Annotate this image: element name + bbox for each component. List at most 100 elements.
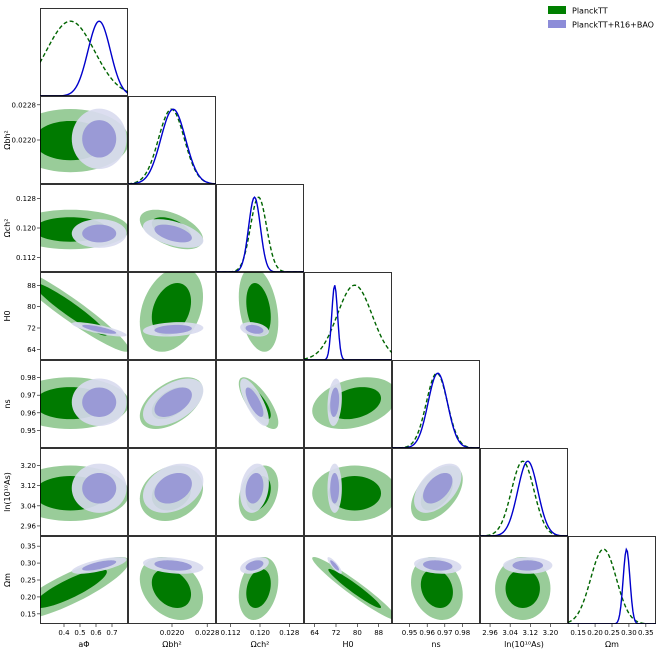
x-tick-label: 0.7 [106,629,117,637]
panel-content [238,463,279,521]
x-tick-label: 0.20 [587,629,603,637]
y-tick-label: 0.25 [20,577,36,585]
x-tick-label: 0.95 [402,629,418,637]
y-tick-label: 0.98 [20,374,36,382]
panel-a_phi-a_phi [40,8,128,96]
y-tick-label: 0.128 [16,195,36,203]
panel-frame [128,360,216,448]
panel-frame [304,448,392,536]
y-tick-label: 3.20 [20,462,36,470]
panel-frame [40,96,128,184]
panel-ln10As-omega_b [128,448,216,536]
panel-content [40,277,128,352]
marginal-plancktt-ln10As [480,460,568,536]
panel-content [411,556,463,620]
contour-68-plancktt-r16-bao [245,324,264,334]
panel-content [312,556,392,620]
contour-68-plancktt-r16-bao [82,387,117,417]
x-tick-label: 0.6 [90,629,102,637]
x-tick-label: 0.112 [221,629,241,637]
panel-content [40,209,128,250]
panel-omega_c-a_phi: 0.112 0.120 0.128 Ωch² [3,184,128,272]
panel-content [139,377,204,429]
panel-content [128,108,216,184]
marginal-plancktt-omega_c [216,196,304,272]
x-axis-label-ln10As: ln(10¹⁰As) [504,640,544,649]
panel-frame [128,272,216,360]
y-tick-label: 88 [27,282,36,290]
panel-frame [216,448,304,536]
panel-content [392,372,480,448]
panel-content [139,272,204,352]
panel-H0-omega_c [216,272,304,360]
panel-frame [40,536,128,624]
panel-n_s-omega_b [128,360,216,448]
contour-68-plancktt-r16-bao [154,472,192,504]
y-tick-label: 3.04 [20,502,36,510]
marginal-plancktt-r16-bao-a_phi [40,20,128,96]
x-tick-label: 0.97 [437,629,453,637]
x-tick-label: 64 [310,629,319,637]
marginal-plancktt-H0 [304,284,392,360]
y-axis-label-H0: H0 [3,310,12,321]
panel-ln10As-H0 [304,448,392,536]
y-tick-label: 2.96 [20,522,36,530]
contour-68-plancktt [151,568,192,609]
panel-content [139,209,204,250]
contour-68-plancktt-r16-bao [154,324,192,334]
contour-68-plancktt [246,568,271,609]
legend-label-0: PlanckTT [572,7,608,16]
x-axis-label-H0: H0 [342,640,353,649]
y-axis-label-omega_b: Ωbh² [3,130,12,149]
panel-frame [40,272,128,360]
panel-frame [128,96,216,184]
marginal-plancktt-n_s [392,372,480,448]
panel-omega_b-a_phi: 0.0220 0.0228 Ωbh² [3,96,128,184]
x-tick-label: 72 [332,629,341,637]
panel-content [495,556,553,620]
panel-content [40,108,128,173]
contour-68-plancktt-r16-bao [154,560,192,571]
contour-68-plancktt-r16-bao [245,560,264,571]
y-tick-label: 0.97 [20,392,36,400]
panel-frame [304,272,392,360]
x-tick-label: 3.20 [543,629,559,637]
contour-68-plancktt-r16-bao [154,387,192,417]
panel-content [216,196,304,272]
x-tick-label: 3.04 [502,629,518,637]
x-tick-label: 0.5 [74,629,85,637]
contour-68-plancktt-r16-bao [82,472,117,504]
panel-Omega_m-omega_b: 0.0220 0.0228 Ωbh² [128,536,219,649]
panel-n_s-a_phi: 0.95 0.96 0.97 0.98 ns [3,360,128,448]
panel-frame [216,360,304,448]
y-tick-label: 3.12 [20,482,36,490]
y-tick-label: 0.30 [20,560,36,568]
x-axis-label-omega_b: Ωbh² [162,640,181,649]
marginal-plancktt-r16-bao-omega_c [216,196,304,272]
panel-content [411,463,463,521]
panel-frame [128,184,216,272]
panel-Omega_m-omega_c: 0.112 0.120 0.128 Ωch² [216,536,304,649]
panel-content [139,556,204,620]
contour-68-plancktt [505,568,540,609]
contour-68-plancktt-r16-bao [423,472,453,504]
contour-68-plancktt-r16-bao [512,560,544,571]
contour-68-plancktt-r16-bao [245,387,264,417]
x-tick-label: 88 [374,629,383,637]
marginal-plancktt-r16-bao-n_s [392,372,480,448]
legend: PlanckTT PlanckTT+R16+BAO [548,6,654,30]
y-tick-label: 0.120 [16,225,36,233]
panel-Omega_m-n_s: 0.95 0.96 0.97 0.98 ns [392,536,480,649]
panel-frame [392,360,480,448]
panel-frame [128,448,216,536]
x-tick-label: 0.25 [604,629,620,637]
contour-68-plancktt-r16-bao [423,560,453,571]
x-tick-label: 0.35 [638,629,654,637]
x-tick-label: 0.4 [58,629,70,637]
panel-ln10As-omega_c [216,448,304,536]
panel-content [40,20,128,96]
contour-68-plancktt [40,283,107,336]
panel-H0-omega_b [128,272,216,360]
x-tick-label: 0.96 [419,629,435,637]
